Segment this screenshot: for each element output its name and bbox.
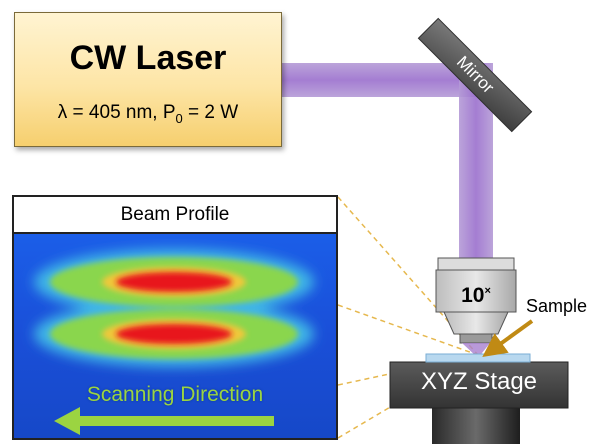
beam-profile-image: Scanning Direction	[14, 234, 336, 438]
cw-laser-box: CW Laser λ = 405 nm, P0 = 2 W	[14, 12, 282, 147]
scanning-direction-label: Scanning Direction	[86, 383, 264, 406]
objective-lens	[435, 257, 517, 344]
objective-magnification-label: 10×	[461, 284, 491, 307]
laser-parameters: λ = 405 nm, P0 = 2 W	[57, 102, 239, 126]
sample-label: Sample	[526, 296, 588, 316]
sample-slide	[425, 353, 531, 363]
laser-title: CW Laser	[69, 39, 227, 77]
sample-arrow	[482, 319, 534, 358]
beam-profile-panel: Beam Profile	[12, 195, 338, 440]
xyz-stage	[389, 361, 569, 444]
scanning-direction-arrow	[54, 407, 274, 435]
mirror	[417, 17, 533, 133]
xyz-stage-label: XYZ Stage	[420, 368, 538, 395]
beam-profile-title: Beam Profile	[14, 197, 336, 234]
